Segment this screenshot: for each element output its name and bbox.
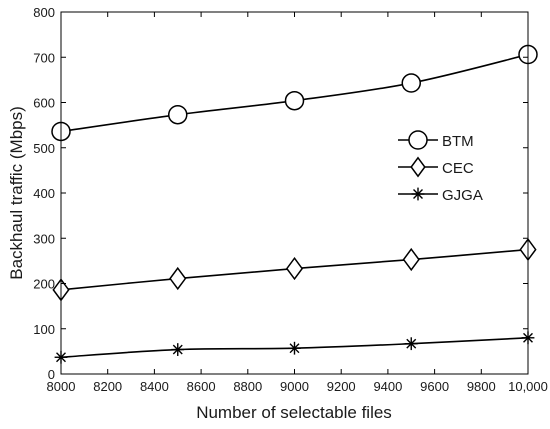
y-tick-label: 400 xyxy=(33,186,55,201)
axes-layer: 8000 8200 8400 8600 8800 9000 9200 9400 9600 9800… xyxy=(33,5,548,394)
data-point-btm xyxy=(284,90,305,111)
y-tick-label: 800 xyxy=(33,5,55,20)
y-tick-label: 700 xyxy=(33,50,55,65)
legend-marker-cec xyxy=(410,156,426,178)
x-tick-label: 8400 xyxy=(140,379,169,394)
x-tick-label: 9200 xyxy=(327,379,356,394)
y-tick-label: 200 xyxy=(33,277,55,292)
x-tick-label: 8000 xyxy=(47,379,76,394)
x-tick-label: 8800 xyxy=(233,379,262,394)
data-point-gjga xyxy=(288,341,301,355)
x-axis-title: Number of selectable files xyxy=(196,403,392,422)
x-tick-label: 9400 xyxy=(373,379,402,394)
y-axis-title: Backhaul traffic (Mbps) xyxy=(7,106,26,280)
series-btm xyxy=(51,44,538,142)
y-tick-label: 100 xyxy=(33,322,55,337)
legend-marker-gjga xyxy=(411,187,425,201)
y-tick-label: 500 xyxy=(33,141,55,156)
x-tick-label: 9600 xyxy=(420,379,449,394)
legend-marker-btm xyxy=(408,130,428,150)
legend-label: GJGA xyxy=(442,187,483,204)
legend-label: CEC xyxy=(442,160,474,177)
x-tick-label: 9000 xyxy=(280,379,309,394)
plot-area xyxy=(61,12,528,374)
legend-item-gjga: GJGA xyxy=(398,187,483,204)
data-point-btm xyxy=(168,104,188,125)
data-point-gjga xyxy=(171,343,185,356)
x-tick-label: 8600 xyxy=(187,379,216,394)
data-point-cec xyxy=(169,266,187,291)
x-tick-label: 9800 xyxy=(467,379,496,394)
x-tick-label: 8200 xyxy=(93,379,122,394)
y-tick-label: 0 xyxy=(48,367,55,382)
legend-item-cec: CEC xyxy=(398,156,474,178)
legend: BTM CEC GJGA xyxy=(398,130,483,204)
series-layer xyxy=(51,44,538,364)
legend-item-btm: BTM xyxy=(398,130,474,150)
data-point-btm xyxy=(401,73,421,93)
data-point-cec xyxy=(402,247,420,272)
y-tick-label: 600 xyxy=(33,96,55,111)
data-point-gjga xyxy=(404,337,418,351)
x-tick-label: 10,000 xyxy=(508,379,548,394)
data-point-cec xyxy=(285,256,304,281)
legend-label: BTM xyxy=(442,133,474,150)
y-tick-label: 300 xyxy=(33,231,55,246)
